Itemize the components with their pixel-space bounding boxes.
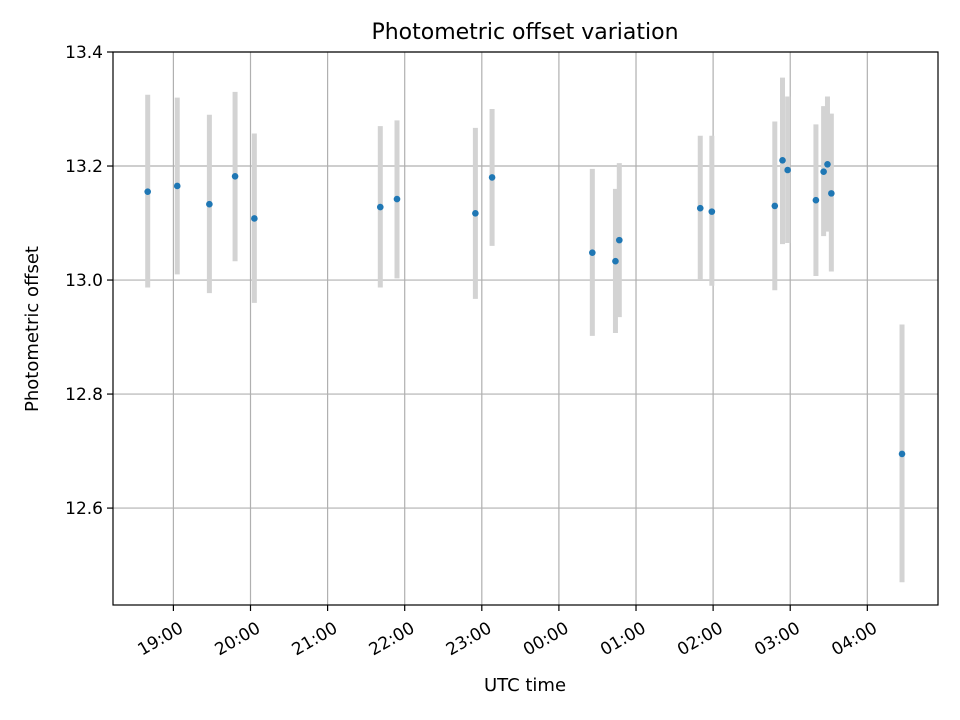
data-point (144, 188, 151, 195)
data-point (708, 208, 716, 215)
y-tick-label: 12.8 (65, 385, 103, 405)
data-point (779, 157, 786, 164)
data-point (771, 202, 779, 210)
data-points (144, 157, 906, 458)
data-point (616, 236, 623, 244)
data-point (784, 166, 791, 174)
data-point (488, 174, 496, 181)
data-point (820, 168, 827, 176)
data-point (376, 203, 384, 211)
data-point (231, 172, 239, 180)
data-point (828, 190, 835, 197)
data-point (898, 450, 906, 458)
y-tick-label: 13.2 (65, 157, 103, 177)
x-axis-label: UTC time (484, 675, 566, 696)
data-point (824, 161, 831, 168)
data-point (173, 182, 181, 190)
data-point (251, 215, 258, 222)
y-tick-label: 13.4 (65, 43, 103, 63)
y-tick-label: 13.0 (65, 271, 103, 291)
chart-title: Photometric offset variation (371, 20, 678, 45)
y-tick-label: 12.6 (65, 499, 103, 519)
data-point (472, 210, 479, 217)
y-axis-ticks: 12.6 12.8 13.0 13.2 13.4 (65, 43, 113, 519)
data-point (696, 204, 704, 212)
y-axis-label: Photometric offset (22, 246, 43, 412)
data-point (393, 195, 401, 203)
data-point (589, 249, 596, 256)
data-point (612, 257, 619, 265)
data-point (812, 196, 820, 204)
data-point (206, 200, 213, 208)
plot-frame (112, 51, 939, 606)
